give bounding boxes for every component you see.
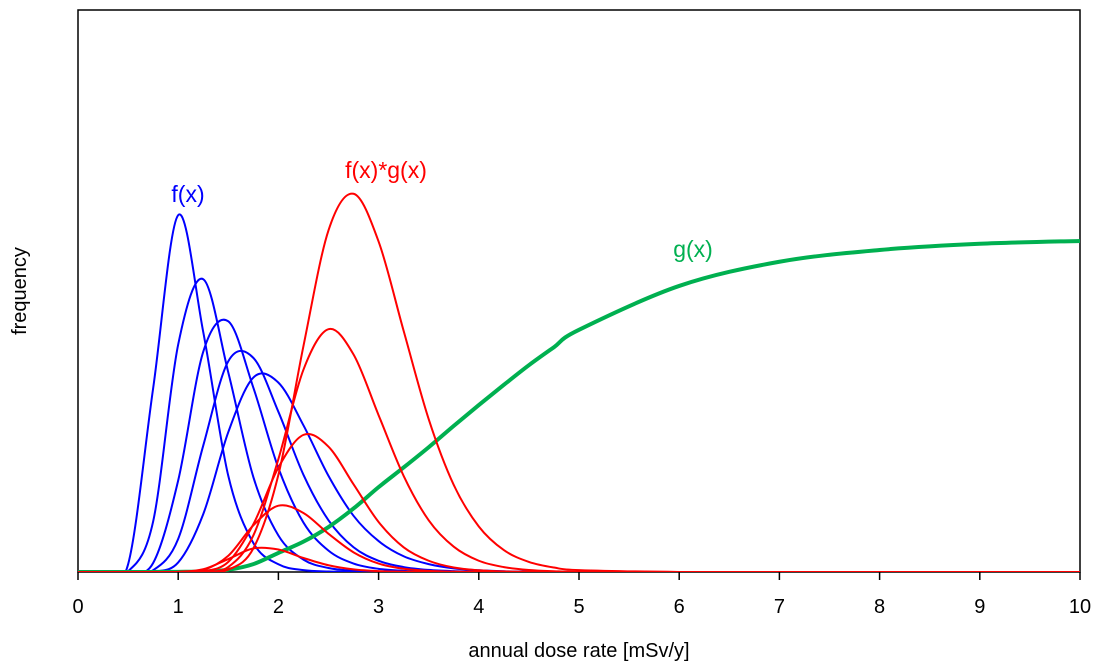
x-tick-label: 5 [573, 596, 584, 618]
x-tick-label: 1 [173, 596, 184, 618]
annotation: g(x) [673, 236, 713, 262]
plot-lines [78, 192, 1080, 572]
x-tick-label: 0 [72, 596, 83, 618]
x-axis-label: annual dose rate [mSv/y] [468, 640, 689, 662]
y-axis-label: frequency [9, 247, 31, 335]
x-tick-label: 8 [874, 596, 885, 618]
series-line [78, 277, 1080, 572]
series-line [78, 238, 1080, 572]
annotation: f(x) [171, 181, 204, 207]
x-tick-label: 7 [774, 596, 785, 618]
series-line [78, 372, 1080, 572]
x-tick-label: 6 [674, 596, 685, 618]
series-line [78, 213, 1080, 572]
x-tick-label: 3 [373, 596, 384, 618]
series-line [78, 433, 1080, 572]
series-line [78, 349, 1080, 572]
x-tick-label: 10 [1069, 596, 1091, 618]
x-tick-label: 2 [273, 596, 284, 618]
series-line [78, 192, 1080, 572]
plot-frame [77, 9, 1081, 573]
x-tick-label: 9 [974, 596, 985, 618]
annotation: f(x)*g(x) [345, 157, 427, 183]
series-line [78, 318, 1080, 572]
x-tick-label: 4 [473, 596, 484, 618]
series-line [78, 327, 1080, 572]
